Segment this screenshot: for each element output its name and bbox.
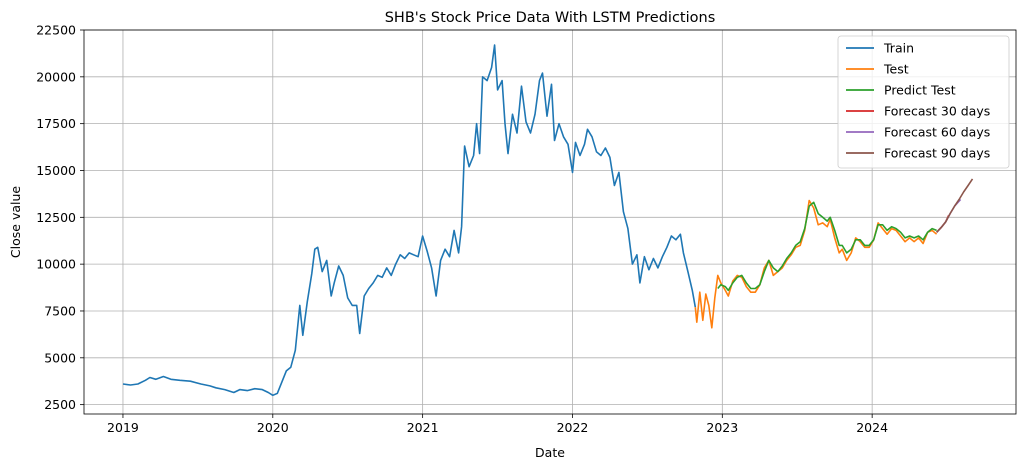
- y-tick-label: 15000: [36, 163, 76, 178]
- legend-label: Test: [883, 62, 909, 77]
- x-axis-label: Date: [535, 445, 565, 460]
- x-tick-label: 2023: [706, 420, 738, 435]
- series-layer: [122, 44, 974, 397]
- y-tick-label: 5000: [44, 350, 76, 365]
- plot-frame: [83, 29, 1017, 415]
- x-axis: 2019 2020 2021 2022 2023 2024: [107, 414, 888, 435]
- legend: Train Test Predict Test Forecast 30 days For…: [837, 35, 1010, 169]
- legend-box: [837, 35, 1010, 169]
- chart-title: SHB's Stock Price Data With LSTM Predict…: [385, 10, 716, 26]
- x-tick-label: 2024: [856, 420, 888, 435]
- y-axis: 2500 5000 7500 10000 12500 15000 17500 20000 225…: [36, 23, 84, 412]
- legend-label: Predict Test: [884, 83, 956, 98]
- y-tick-label: 20000: [36, 69, 76, 84]
- legend-label: Forecast 90 days: [884, 146, 990, 161]
- y-tick-label: 17500: [36, 116, 76, 131]
- y-tick-label: 10000: [36, 257, 76, 272]
- legend-label: Forecast 30 days: [884, 104, 990, 119]
- x-tick-label: 2021: [407, 420, 439, 435]
- y-tick-label: 7500: [44, 303, 76, 318]
- x-tick-label: 2022: [557, 420, 589, 435]
- series-line-train: [122, 44, 697, 397]
- x-tick-label: 2020: [257, 420, 289, 435]
- x-tick-label: 2019: [107, 420, 139, 435]
- y-tick-label: 22500: [36, 23, 76, 38]
- legend-label: Train: [883, 41, 914, 56]
- y-tick-label: 12500: [36, 210, 76, 225]
- series-line-test: [694, 199, 938, 329]
- series-line-forecast-90-days: [936, 178, 974, 233]
- series-line-predict-test: [717, 201, 937, 292]
- y-axis-label: Close value: [8, 186, 23, 258]
- legend-label: Forecast 60 days: [884, 125, 990, 140]
- y-tick-label: 2500: [44, 397, 76, 412]
